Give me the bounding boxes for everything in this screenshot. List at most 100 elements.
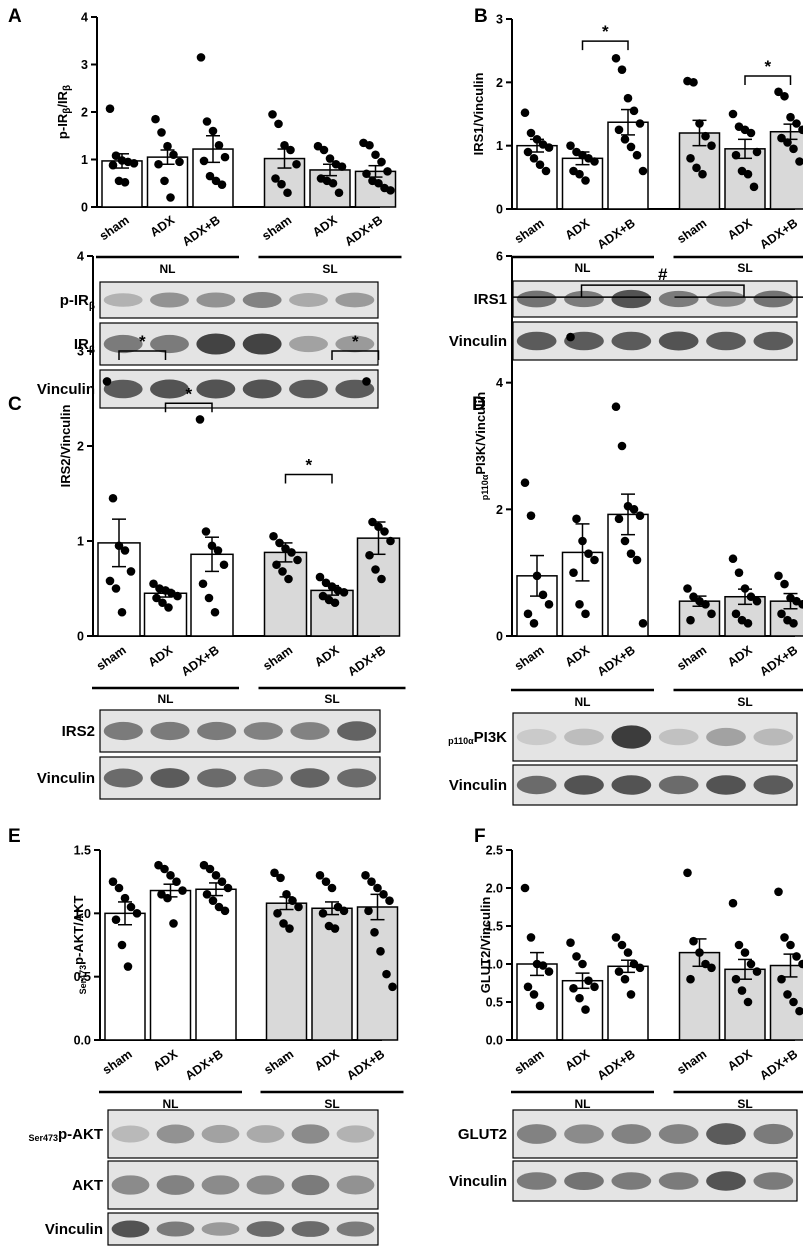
category-label: sham [674, 643, 709, 673]
data-point [698, 169, 707, 179]
blot-band [242, 333, 282, 355]
group-label: NL [163, 1097, 179, 1111]
data-point [278, 567, 287, 576]
data-point [210, 607, 220, 617]
data-point [523, 147, 533, 157]
blot-band [291, 1174, 330, 1196]
data-point [276, 873, 285, 883]
blot-label: Vinculin [37, 770, 95, 787]
data-point [789, 144, 798, 154]
data-point [120, 546, 130, 555]
group-label: NL [575, 695, 591, 709]
data-point [774, 571, 783, 581]
blot-band [611, 1124, 652, 1144]
data-point [798, 600, 803, 609]
significance-mark: * [764, 57, 771, 76]
data-point [795, 157, 803, 166]
category-label: ADX+B [179, 643, 222, 679]
group-label: NL [160, 262, 176, 276]
data-point [160, 176, 169, 186]
data-point [632, 150, 642, 160]
data-point [584, 549, 593, 558]
data-point [377, 157, 386, 167]
blot-band [658, 728, 699, 746]
data-point [374, 522, 383, 532]
category-label: ADX [563, 1047, 593, 1074]
blot-strip [107, 1212, 379, 1246]
data-point [611, 402, 621, 412]
data-point [172, 877, 181, 886]
data-point [111, 915, 121, 924]
blot-band [337, 721, 377, 741]
data-point [611, 933, 621, 942]
y-tick-label: 0 [77, 630, 84, 644]
data-point [774, 887, 783, 897]
data-point [286, 145, 295, 155]
data-point [213, 546, 223, 555]
panel-letter: D [472, 394, 486, 415]
data-point [749, 182, 759, 192]
data-point [535, 1001, 545, 1011]
data-point [361, 871, 370, 880]
blot-band [290, 768, 330, 788]
blot-band [516, 1124, 557, 1144]
bar [516, 963, 558, 1041]
data-point [695, 948, 704, 957]
data-point [689, 78, 698, 87]
category-label: sham [97, 213, 132, 243]
data-point [126, 902, 136, 912]
data-point [786, 112, 795, 122]
y-tick-label: 2 [81, 106, 88, 120]
blot-label: Vinculin [45, 1221, 103, 1238]
data-point [707, 963, 716, 973]
data-point [780, 933, 789, 942]
blot-band [291, 1124, 330, 1144]
data-point [777, 974, 786, 984]
data-point [220, 152, 230, 162]
data-point [368, 517, 377, 527]
group-label: NL [575, 1097, 591, 1111]
data-point [382, 969, 391, 979]
data-point [743, 169, 753, 179]
data-point [626, 142, 636, 152]
y-tick-label: 1 [77, 535, 84, 549]
data-point [526, 128, 536, 138]
y-tick-label: 1.0 [486, 958, 503, 972]
blot-band [658, 290, 699, 308]
data-point [371, 150, 380, 160]
data-point [638, 166, 648, 176]
data-point [740, 948, 750, 957]
data-point [274, 119, 283, 129]
data-point [731, 609, 741, 619]
data-point [362, 377, 371, 386]
data-point [544, 143, 554, 152]
data-point [590, 157, 599, 166]
data-point [520, 478, 530, 488]
blot-band [289, 293, 328, 307]
data-point [132, 909, 142, 918]
data-point [117, 607, 127, 617]
data-point [204, 593, 214, 603]
blot-band [658, 331, 699, 351]
blot-band [706, 775, 746, 795]
blot-band [336, 1175, 375, 1195]
bar [265, 902, 308, 1041]
data-point [752, 147, 762, 157]
blot-band [753, 331, 794, 351]
y-tick-label: 0 [496, 203, 503, 217]
data-point [746, 959, 756, 969]
blot-band [753, 1172, 794, 1190]
blot-label: Vinculin [449, 777, 507, 794]
data-point [789, 997, 798, 1007]
data-point [777, 133, 786, 143]
data-point [617, 940, 627, 950]
blot-label-main: IR [74, 336, 89, 353]
data-point [746, 592, 756, 602]
blot-band [564, 775, 604, 795]
data-point [275, 538, 284, 548]
blot-strip [512, 1109, 798, 1159]
data-point [575, 993, 584, 1003]
data-point [202, 890, 212, 899]
blot-band [753, 1123, 794, 1145]
